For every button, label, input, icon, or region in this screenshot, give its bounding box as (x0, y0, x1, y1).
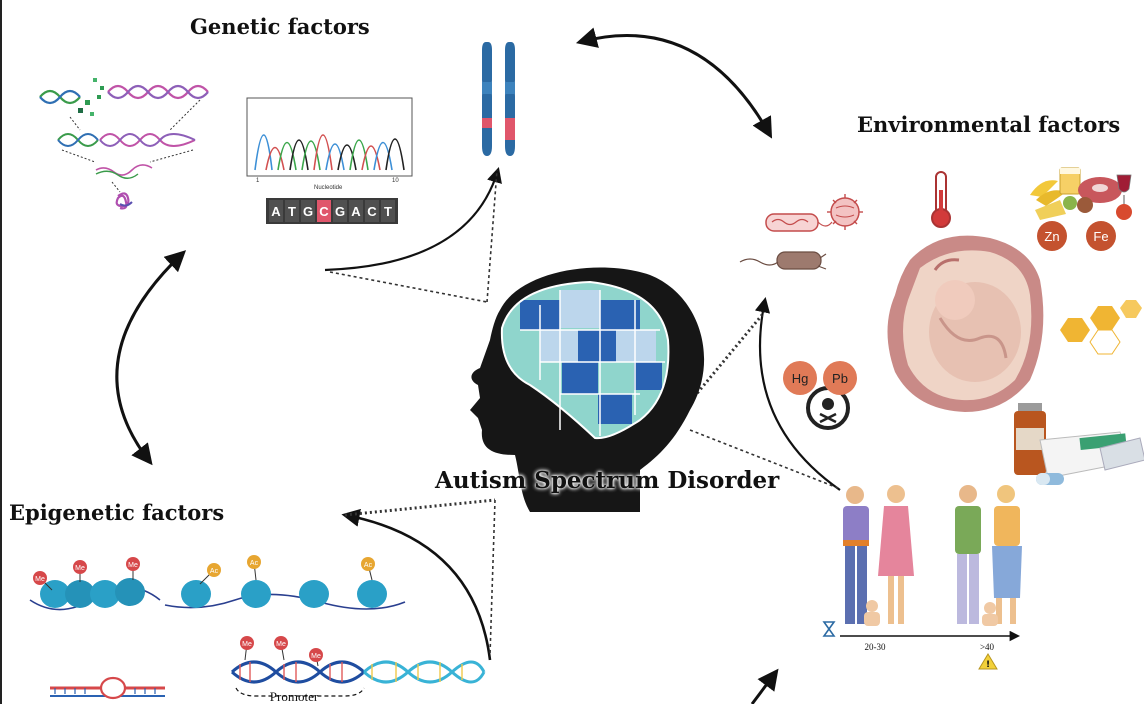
histone-mark (361, 557, 375, 571)
nucleotide-letter: A (351, 204, 361, 219)
nucleotide-letter: C (319, 204, 329, 219)
nucleotide-letter: T (288, 204, 296, 219)
histone-marks: Me Me Me Ac Ac Ac Me Me Me (33, 555, 375, 667)
arrow-chromosome-environment (575, 27, 773, 139)
connection-arrows (115, 27, 841, 704)
dotted-link-epigenetic (344, 498, 496, 517)
nucleotide-block (301, 200, 315, 222)
label-autism-spectrum-disorder: Autism Spectrum Disorder (435, 467, 780, 494)
chromosome (482, 42, 515, 156)
element-pb: Pb (832, 371, 848, 386)
histone-mark (247, 555, 261, 569)
nucleotide-block (269, 200, 283, 222)
sequencing-chromatogram: 1 10 Nucleotide (246, 97, 413, 191)
histone-mark (126, 557, 140, 571)
histone-mark-label: Me (242, 641, 252, 648)
histone-mark-label: Me (276, 641, 286, 648)
histone-mark (73, 560, 87, 574)
chromatogram-axis-label: Nucleotide (314, 185, 343, 191)
nucleotide-block (317, 200, 331, 222)
acetylated-nucleosomes (164, 580, 406, 610)
dna-break-illustration (39, 78, 209, 210)
food-illustration: Zn Fe (1030, 167, 1132, 251)
child-head-silhouette (470, 267, 705, 512)
arrow-genetic-to-chromosome (324, 167, 502, 272)
nucleotide-block (365, 200, 379, 222)
nucleotide-letter: G (335, 204, 345, 219)
parental-age-illustration: 20-30 >40 ! (822, 485, 1022, 670)
warning-icon: ! (986, 660, 990, 670)
arrow-to-environmental (754, 296, 841, 491)
nucleotide-block (381, 200, 395, 222)
nucleotide-block (349, 200, 363, 222)
tick-end: 10 (392, 178, 399, 184)
dotted-link-environment-lower (689, 429, 839, 489)
methylated-nucleosomes (29, 578, 161, 611)
histone-mark-label: Ac (250, 560, 259, 567)
pathogens-illustration (739, 194, 863, 270)
honeycomb-chemical-icon (1060, 300, 1142, 355)
arrow-to-epigenetic (341, 508, 492, 661)
label-genetic-factors: Genetic factors (190, 14, 370, 39)
tick-start: 1 (256, 178, 260, 184)
dotted-link-genetic (329, 271, 488, 303)
histone-mark (274, 636, 288, 650)
element-zn: Zn (1044, 229, 1059, 244)
histone-mark-label: Me (35, 576, 45, 583)
nucleotide-block (333, 200, 347, 222)
histone-mark-label: Ac (210, 568, 219, 575)
element-hg: Hg (792, 371, 809, 386)
pregnancy-uterus-illustration (887, 235, 1044, 412)
rna-hairpin-illustration (50, 676, 165, 700)
dotted-link-chromosome (486, 169, 498, 303)
histone-mark (240, 636, 254, 650)
histone-mark-label: Ac (364, 562, 373, 569)
histone-mark (207, 563, 221, 577)
histone-mark-label: Me (75, 565, 85, 572)
element-fe: Fe (1093, 229, 1108, 244)
arrow-genetic-epigenetic (115, 250, 187, 466)
thermometer-icon (931, 171, 951, 228)
nucleotide-letter: T (384, 204, 392, 219)
age-label-young: 20-30 (865, 642, 886, 652)
label-epigenetic-factors: Epigenetic factors (9, 500, 225, 525)
promoter-dna-methylation: Promoter (230, 660, 486, 704)
dotted-link-epigenetic-lower (489, 499, 496, 656)
age-label-old: >40 (980, 642, 995, 652)
histone-mark-label: Me (128, 562, 138, 569)
histone-mark (309, 648, 323, 662)
promoter-label: Promoter (270, 689, 319, 704)
histone-mark (33, 571, 47, 585)
label-environmental-factors: Environmental factors (857, 112, 1121, 137)
nucleotide-letter: A (271, 204, 281, 219)
left-border-line (0, 0, 2, 704)
medication-illustration (1014, 403, 1144, 485)
histone-mark-label: Me (311, 653, 321, 660)
nucleotide-letter: C (367, 204, 377, 219)
nucleotide-block (285, 200, 299, 222)
heavy-metals-icon: Hg Pb (783, 361, 857, 430)
arrow-bottom-right (750, 668, 779, 704)
nucleotide-letter: G (303, 204, 313, 219)
